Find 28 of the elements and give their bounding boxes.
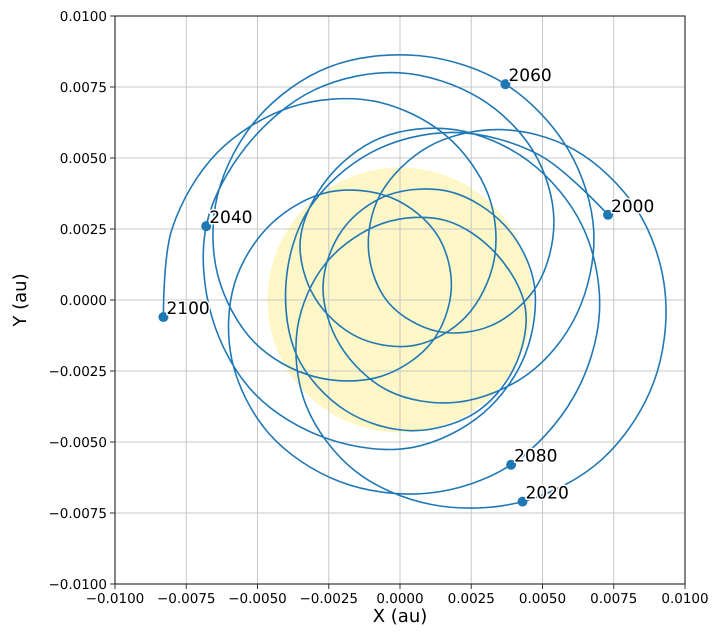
y-tick-label: 0.0050 [60,151,107,167]
y-tick-label: 0.0075 [60,80,107,96]
x-tick-label: −0.0100 [86,591,144,607]
x-tick-label: −0.0050 [228,591,287,607]
y-tick-label: −0.0100 [48,577,107,593]
point [500,79,510,90]
y-tick-label: 0.0025 [60,222,107,238]
point [603,210,614,220]
x-tick-label: 0.0025 [448,591,495,607]
x-tick-label: 0.0050 [518,591,566,607]
x-tick-label: 0.0075 [590,591,638,607]
annotation: 2060 [508,66,552,86]
x-tick-label: 0.0000 [376,591,424,607]
point [158,312,168,322]
x-tick-label: 0.0100 [661,591,709,607]
annotation: 2100 [166,299,210,320]
y-axis-title: Y (au) [10,273,31,328]
y-tick-label: 0.0100 [60,9,107,25]
y-tick-label: −0.0025 [48,364,107,380]
x-tick-label: −0.0025 [299,591,358,607]
y-tick-label: −0.0050 [48,435,107,451]
x-axis-title: X (au) [372,606,428,627]
point [506,460,516,470]
y-tick-label: 0.0000 [60,293,107,309]
point [201,221,212,232]
y-tick-label: −0.0075 [48,506,107,522]
point [518,496,528,507]
x-tick-label: −0.0075 [156,591,216,607]
